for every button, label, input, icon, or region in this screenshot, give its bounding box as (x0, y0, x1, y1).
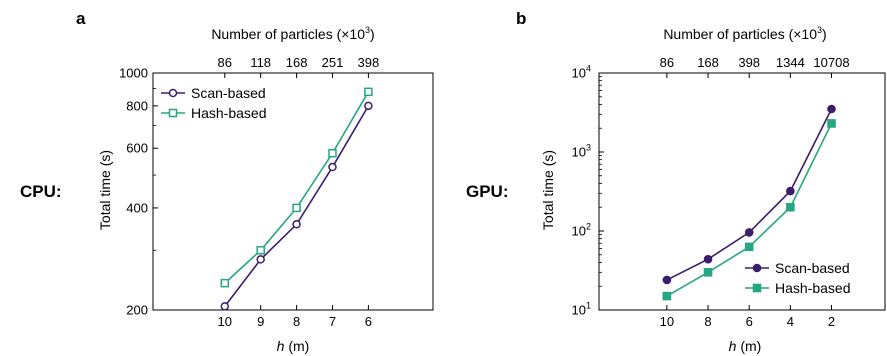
panel-b-series-scan-based-point (827, 104, 836, 114)
panel-b-legend-scan-based-label: Scan-based (775, 260, 850, 276)
panel-b-top-axis-title-close: ) (822, 26, 827, 42)
panel-b-series-hash-based-point (703, 268, 713, 277)
panel-a-top-tick-label: 86 (218, 55, 232, 70)
panel-b-legend-scan-based-marker (752, 263, 762, 273)
panel-a-y-tick-label: 800 (126, 98, 148, 113)
panel-b-letter: b (516, 9, 526, 28)
panel-b-y-tick-exp: 2 (586, 222, 591, 232)
panel-b-row-label: GPU: (466, 182, 509, 201)
panel-b-y-tick-base: 10 (572, 303, 586, 318)
panel-a-series-hash-based-point (220, 278, 230, 288)
panel-a-series-scan-based-point (328, 162, 337, 172)
panel-b-y-tick-label: 103 (572, 143, 591, 160)
panel-b-top-tick-label: 398 (738, 55, 760, 70)
panel-b-series-hash-based-point (827, 119, 836, 128)
panel-b-plot-area: 10 8 6 4 286 168 398 1344 10708101102103104Scan-… (572, 55, 886, 329)
panel-a-axes-frame (152, 72, 434, 311)
panel-a-y-tick-label: 600 (126, 141, 148, 156)
panel-b-y-tick-base: 10 (572, 145, 586, 160)
panel-a-top-tick-label: 398 (358, 55, 380, 70)
panel-a-legend-scan-based-marker (168, 88, 178, 98)
panel-b-y-tick-label: 104 (572, 64, 591, 81)
panel-b-series-scan-based-point (744, 228, 754, 237)
panel-a-series-scan-based-point (364, 101, 373, 111)
panel-a-y-tick-label: 1000 (119, 66, 148, 81)
panel-a-series-hash-based-point (328, 148, 337, 158)
panel-a-series-scan-based-point (256, 255, 265, 264)
panel-a-top-tick-label: 251 (322, 55, 344, 70)
panel-b-top-tick-label: 1344 (776, 55, 805, 70)
panel-a-x-axis-title: h (m) (277, 338, 310, 354)
panel-b-legend-hash-based-label: Hash-based (775, 280, 851, 296)
panel-a-x-tick-label: 7 (329, 314, 336, 329)
panel-a-legend-hash-based-marker (168, 108, 178, 118)
panel-b-top-axis-title-text: Number of particles ( (663, 26, 793, 42)
panel-b-x-tick-label: 4 (787, 314, 794, 329)
panel-a-x-axis-unit: (m) (288, 338, 309, 354)
panel-a-plot-area: 10 9 8 7 6 86 118 168 251 398 200 400 600 800 1000 Scan… (119, 55, 434, 329)
panel-a-legend-scan-based-label: Scan-based (191, 85, 266, 101)
panel-b-y-tick-exp: 4 (586, 64, 591, 74)
panel-b-top-axis-title-mult: ×10 (793, 26, 817, 42)
panel-b-top-axis-title-exp: 3 (817, 25, 822, 35)
panel-b-y-tick-exp: 1 (586, 301, 591, 311)
panel-b-x-axis-unit: (m) (740, 338, 761, 354)
panel-b-x-tick-label: 10 (660, 314, 674, 329)
panel-b-y-axis-title: Total time (s) (540, 150, 556, 230)
panel-a-top-axis-title-close: ) (370, 26, 375, 42)
panel-a-series-scan-based-point (220, 302, 230, 311)
panel-b-series-hash-based-point (744, 242, 754, 252)
panel-b-series-scan-based-point (786, 186, 795, 196)
panel-b-series-scan-based-line (666, 108, 833, 281)
panel-a-x-tick-label: 6 (365, 314, 372, 329)
panel-a-x-axis-var: h (277, 338, 285, 354)
panel-a-top-tick-label: 168 (286, 55, 308, 70)
panel-b-x-axis-title: h (m) (729, 338, 762, 354)
panel-a-series-hash-based-point (292, 203, 301, 213)
panel-a-top-axis-title-exp: 3 (365, 25, 370, 35)
panel-b-x-tick-label: 2 (828, 314, 835, 329)
panel-a-top-axis-title-mult: ×10 (341, 26, 365, 42)
panel-b-series-hash-based-point (786, 202, 795, 212)
panel-b-chart: b GPU: Number of particles (×103) Total … (466, 9, 886, 354)
panel-b-y-tick-label: 102 (572, 222, 591, 239)
panel-a-series-hash-based-point (256, 246, 265, 255)
panel-a-y-tick-label: 200 (126, 303, 148, 318)
panel-b-legend-hash-based-marker (752, 283, 762, 293)
panel-b-y-tick-base: 10 (572, 66, 586, 81)
panel-a-y-tick-label: 400 (126, 200, 148, 215)
panel-a-top-axis-title-text: Number of particles ( (211, 26, 341, 42)
panel-b-y-tick-base: 10 (572, 224, 586, 239)
panel-a-x-tick-label: 8 (293, 314, 300, 329)
panel-b-top-tick-label: 168 (697, 55, 719, 70)
panel-a-series-scan-based-point (292, 220, 301, 229)
panel-a-x-tick-label: 10 (218, 314, 232, 329)
panel-b-top-tick-label: 10708 (813, 55, 849, 70)
panel-a-y-axis-title: Total time (s) (97, 150, 113, 230)
panel-b-x-axis-var: h (729, 338, 737, 354)
panel-b-y-tick-exp: 3 (586, 143, 591, 153)
panel-b-x-tick-label: 6 (746, 314, 753, 329)
panel-a-row-label: CPU: (20, 182, 62, 201)
panel-b-x-tick-label: 8 (704, 314, 711, 329)
panel-a-legend-hash-based-label: Hash-based (191, 105, 267, 121)
panel-b-top-tick-label: 86 (660, 55, 674, 70)
panel-b-top-axis-title: Number of particles (×103) (663, 25, 826, 42)
panel-a-chart: a CPU: Number of particles (×103) Total … (20, 9, 434, 354)
panel-a-x-tick-label: 9 (257, 314, 264, 329)
panel-a-series-hash-based-point (364, 87, 373, 97)
panel-b-y-tick-label: 101 (572, 301, 591, 318)
panel-a-top-axis-title: Number of particles (×103) (211, 25, 374, 42)
panel-b-series-scan-based-point (662, 275, 672, 285)
panel-b-axes-frame (598, 72, 886, 311)
panel-b-series-scan-based-point (703, 254, 713, 264)
panel-a-top-tick-label: 118 (250, 55, 271, 70)
panel-b-series-hash-based-point (662, 291, 672, 301)
panel-a-letter: a (76, 9, 86, 28)
